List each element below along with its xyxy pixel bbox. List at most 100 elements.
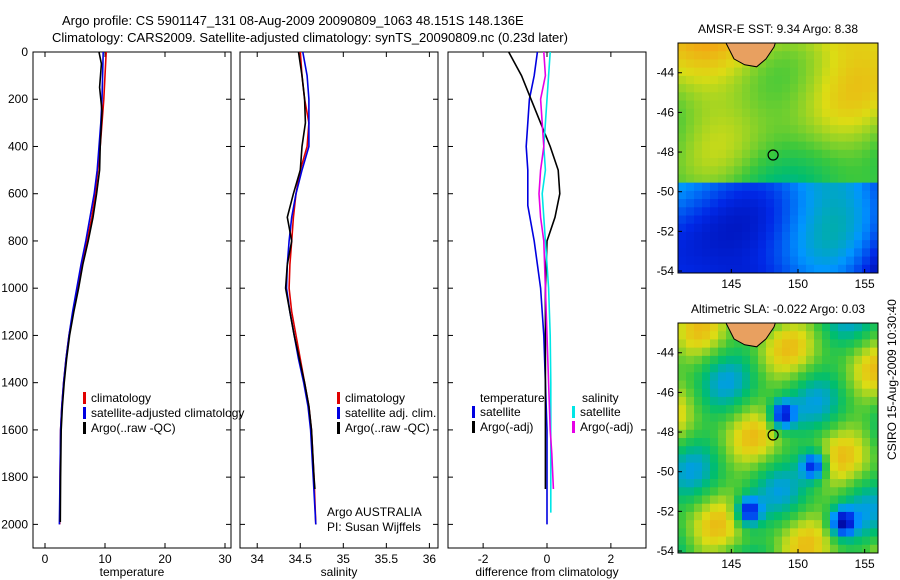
map-cell: [710, 133, 719, 142]
map-cell: [710, 536, 719, 546]
map-cell: [678, 339, 687, 349]
map-cell: [798, 108, 807, 118]
map-cell: [814, 248, 823, 257]
map-cell: [846, 43, 855, 52]
map-cell: [822, 372, 831, 381]
map-cell: [782, 511, 791, 521]
map-cell: [870, 462, 879, 472]
map-cell: [718, 380, 727, 390]
map-cell: [862, 487, 871, 496]
map-cell: [870, 223, 879, 233]
map-cell: [814, 215, 823, 225]
map-cell: [862, 141, 871, 151]
map-cell: [790, 67, 799, 77]
map-frame: [677, 322, 879, 554]
map-cell: [838, 405, 847, 414]
map-cell: [814, 470, 823, 480]
map-cell: [726, 174, 735, 184]
map-cell: [822, 149, 831, 159]
map-cell: [806, 158, 815, 167]
map-cell: [862, 446, 871, 455]
map-cell: [678, 503, 687, 513]
map-cell: [782, 372, 791, 381]
map-cell: [798, 199, 807, 208]
map-cell: [814, 503, 823, 513]
map-cell: [838, 339, 847, 349]
map-cell: [694, 84, 703, 93]
map-cell: [694, 438, 703, 447]
map-cell: [686, 125, 695, 134]
map-cell: [734, 446, 743, 455]
map-cell: [854, 133, 863, 142]
map-cell: [702, 141, 711, 151]
map-cell: [718, 182, 727, 192]
map-cell: [702, 372, 711, 381]
map-cell: [758, 92, 767, 101]
map-x-tick-label: 145: [721, 277, 741, 291]
map-cell: [742, 116, 751, 126]
map-cell: [702, 248, 711, 257]
map-cell: [862, 438, 871, 447]
map-cell: [830, 536, 839, 546]
map-cell: [726, 182, 735, 192]
map-cell: [726, 166, 735, 175]
map-cell: [862, 421, 871, 431]
series-line: [59, 51, 103, 523]
map-cell: [822, 43, 831, 52]
map-title: Altimetric SLA: -0.022 Argo: 0.03: [691, 302, 865, 316]
map-cell: [774, 59, 783, 69]
map-cell: [782, 331, 791, 340]
map-cell: [758, 347, 767, 357]
map-cell: [822, 92, 831, 101]
map-cell: [790, 215, 799, 225]
map-cell: [742, 528, 751, 537]
map-cell: [846, 174, 855, 184]
map-cell: [710, 503, 719, 513]
map-cell: [710, 454, 719, 464]
map-cell: [870, 544, 879, 554]
map-cell: [750, 438, 759, 447]
map-cell: [830, 223, 839, 233]
map-cell: [806, 84, 815, 93]
sst-map: [678, 43, 879, 274]
map-cell: [790, 75, 799, 85]
map-cell: [726, 67, 735, 77]
map-cell: [766, 347, 775, 357]
map-cell: [726, 100, 735, 110]
map-cell: [822, 421, 831, 431]
map-cell: [830, 75, 839, 85]
map-cell: [686, 413, 695, 422]
map-cell: [846, 100, 855, 110]
map-cell: [862, 479, 871, 488]
map-cell: [718, 470, 727, 480]
map-cell: [870, 339, 879, 349]
map-cell: [870, 454, 879, 464]
map-cell: [822, 413, 831, 422]
map-cell: [774, 215, 783, 225]
map-cell: [678, 380, 687, 390]
map-cell: [838, 454, 847, 464]
map-cell: [718, 364, 727, 373]
map-cell: [718, 413, 727, 422]
map-cell: [798, 92, 807, 101]
map-cell: [814, 264, 823, 274]
map-cell: [766, 413, 775, 422]
map-cell: [798, 158, 807, 167]
map-cell: [678, 92, 687, 101]
map-cell: [854, 158, 863, 167]
map-cell: [822, 528, 831, 537]
map-cell: [846, 133, 855, 142]
legend-swatch: [572, 406, 575, 418]
map-cell: [678, 388, 687, 398]
map-cell: [814, 92, 823, 101]
x-tick-label: 10: [98, 552, 112, 566]
map-cell: [694, 108, 703, 118]
map-cell: [854, 67, 863, 77]
map-cell: [726, 223, 735, 233]
map-cell: [710, 520, 719, 529]
map-cell: [798, 364, 807, 373]
map-cell: [726, 190, 735, 200]
x-tick-label: 0: [544, 552, 551, 566]
map-cell: [814, 438, 823, 447]
map-cell: [734, 215, 743, 225]
